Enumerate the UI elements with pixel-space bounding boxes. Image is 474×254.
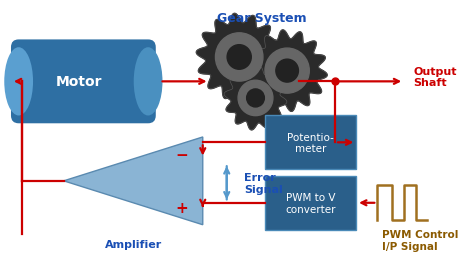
Text: PWM Control
I/P Signal: PWM Control I/P Signal [382, 229, 458, 251]
Circle shape [265, 49, 310, 94]
Text: Motor: Motor [55, 75, 102, 89]
Polygon shape [224, 67, 287, 130]
FancyBboxPatch shape [11, 40, 156, 124]
Ellipse shape [4, 48, 33, 116]
Text: PWM to V
converter: PWM to V converter [285, 192, 336, 214]
Circle shape [238, 81, 273, 116]
Circle shape [227, 45, 251, 70]
Circle shape [216, 34, 263, 82]
Ellipse shape [134, 48, 163, 116]
Polygon shape [247, 31, 327, 112]
Text: Output
Shaft: Output Shaft [414, 66, 457, 88]
Text: Gear System: Gear System [218, 12, 307, 25]
Circle shape [246, 90, 264, 107]
FancyBboxPatch shape [265, 116, 356, 169]
Text: Amplifier: Amplifier [105, 239, 162, 249]
Text: +: + [175, 200, 188, 215]
Text: −: − [175, 147, 188, 162]
Polygon shape [196, 14, 282, 101]
Text: Error
Signal: Error Signal [244, 172, 283, 194]
Circle shape [276, 60, 299, 83]
FancyBboxPatch shape [265, 176, 356, 230]
Text: Potentio-
meter: Potentio- meter [287, 132, 334, 153]
Polygon shape [64, 137, 203, 225]
